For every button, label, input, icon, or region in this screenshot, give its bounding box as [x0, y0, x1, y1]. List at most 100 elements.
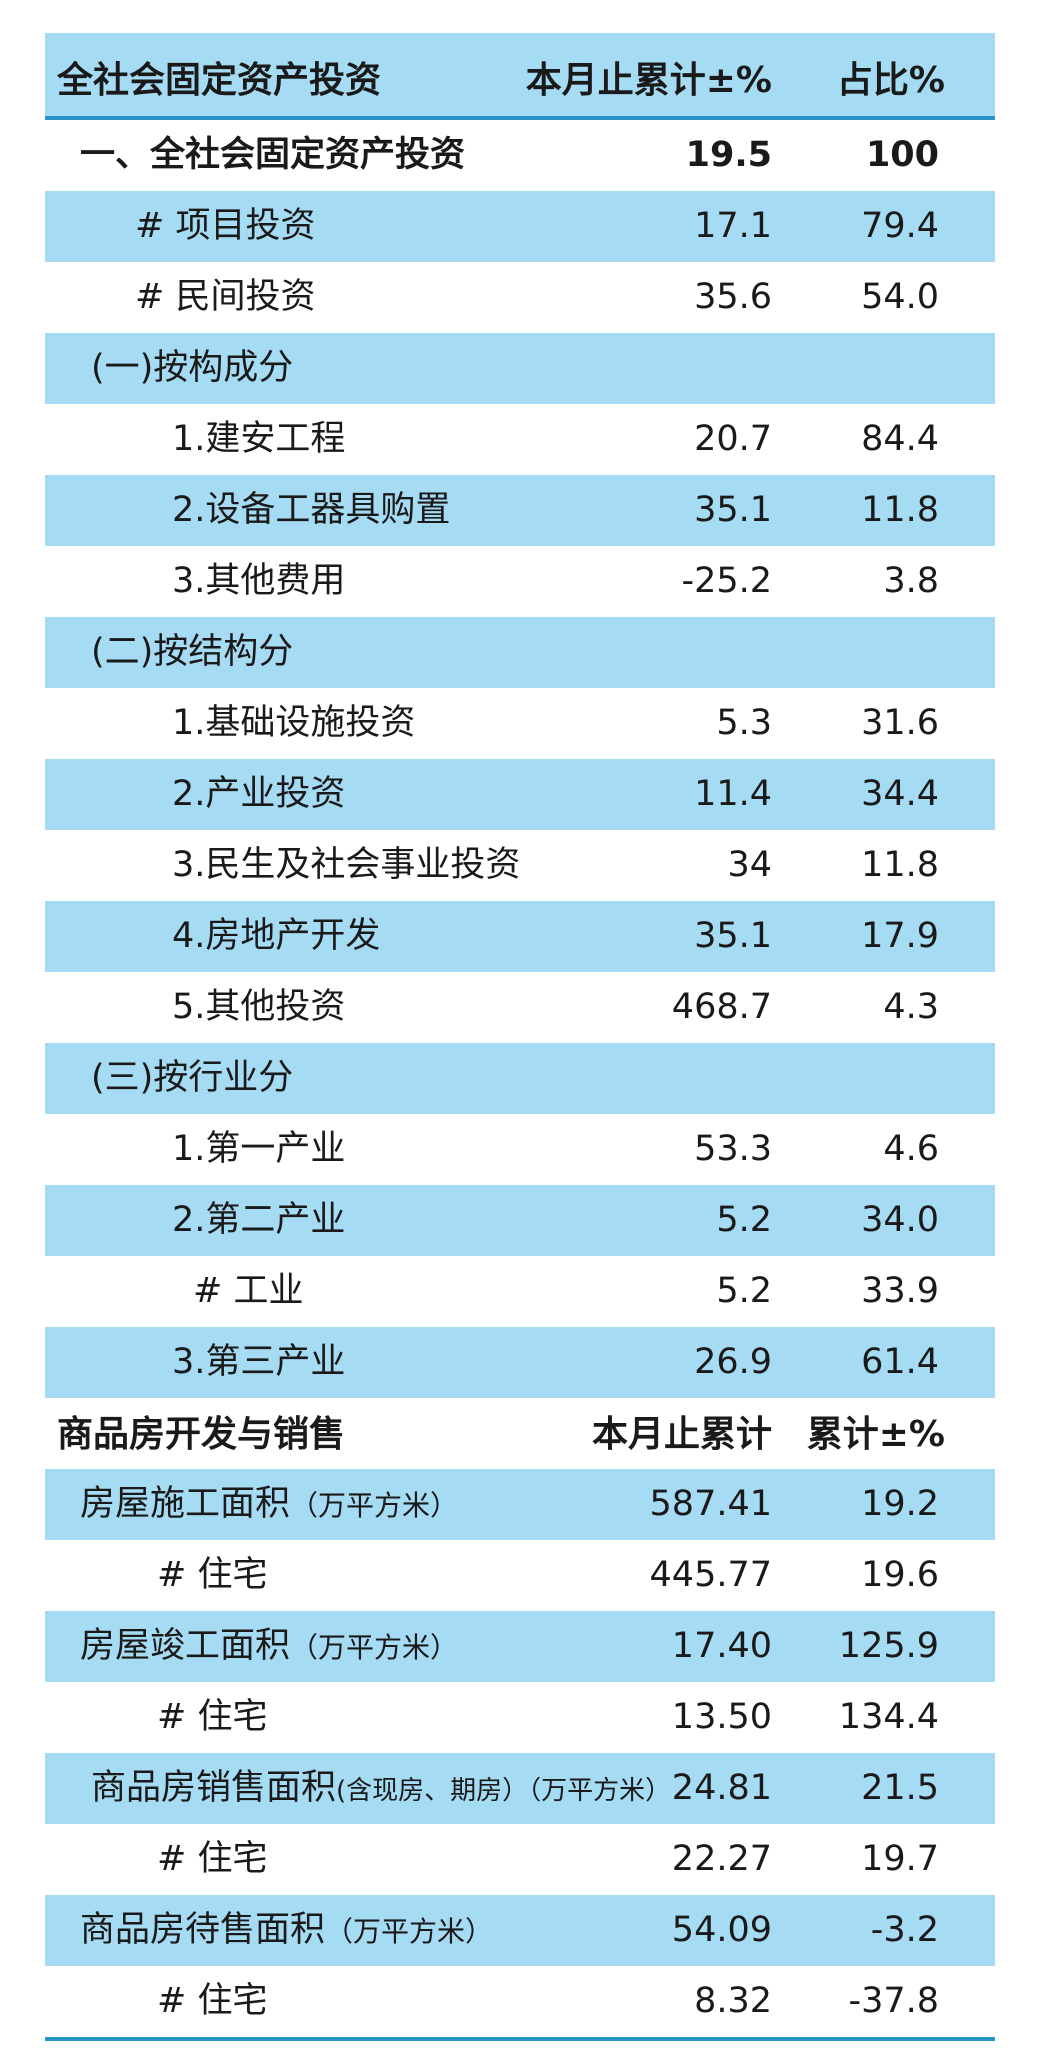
- row-value-share: 33.9: [861, 1271, 939, 1311]
- table-row: (二)按结构分: [45, 617, 995, 688]
- row-label: 商品房销售面积: [91, 1768, 337, 1808]
- table-row: 5.其他投资 468.7 4.3: [45, 972, 995, 1043]
- table-row: 商品房销售面积(含现房、期房）（万平方米） 24.81 21.5: [45, 1753, 995, 1824]
- table-row: # 住宅 445.77 19.6: [45, 1540, 995, 1611]
- row-label: 1.建安工程: [172, 419, 346, 459]
- table-row: 1.基础设施投资 5.3 31.6: [45, 688, 995, 759]
- row-value-growth: 19.7: [861, 1839, 939, 1879]
- table-row: 3.其他费用 -25.2 3.8: [45, 546, 995, 617]
- table-row: 1.第一产业 53.3 4.6: [45, 1114, 995, 1185]
- row-value-growth: 19.5: [685, 135, 772, 175]
- investment-header-col2: 占比%: [836, 60, 945, 101]
- row-value-growth: -37.8: [848, 1981, 939, 2021]
- row-value-share: 54.0: [861, 277, 939, 317]
- row-label: # 项目投资: [135, 206, 316, 246]
- table-row: 1.建安工程 20.7 84.4: [45, 404, 995, 475]
- table-row: (一)按构成分: [45, 333, 995, 404]
- row-value-growth: 35.1: [694, 490, 772, 530]
- row-label: # 住宅: [157, 1839, 268, 1879]
- row-label: 房屋竣工面积: [80, 1626, 291, 1666]
- row-value-share: 100: [865, 135, 939, 175]
- table-row: 4.房地产开发 35.1 17.9: [45, 901, 995, 972]
- row-unit: （万平方米）: [290, 1631, 459, 1664]
- table-row: 商品房待售面积（万平方米） 54.09 -3.2: [45, 1895, 995, 1966]
- row-value-share: 4.3: [883, 987, 939, 1027]
- row-label-group: 商品房待售面积（万平方米）: [80, 1895, 493, 1966]
- row-label: # 工业: [193, 1271, 304, 1311]
- row-value-share: 17.9: [861, 916, 939, 956]
- row-label: (二)按结构分: [91, 632, 294, 672]
- table-row: 3.民生及社会事业投资 34 11.8: [45, 830, 995, 901]
- row-value-cumulative: 54.09: [671, 1910, 772, 1950]
- row-value-cumulative: 22.27: [671, 1839, 772, 1879]
- row-value-share: 34.4: [861, 774, 939, 814]
- realestate-header-title: 商品房开发与销售: [57, 1414, 346, 1455]
- row-value-growth: 53.3: [694, 1129, 772, 1169]
- row-value-cumulative: 587.41: [649, 1484, 772, 1524]
- row-label: 2.第二产业: [172, 1200, 346, 1240]
- row-value-growth: 35.1: [694, 916, 772, 956]
- row-value-growth: 26.9: [694, 1342, 772, 1382]
- row-label: 一、全社会固定资产投资: [80, 135, 466, 175]
- row-unit: （万平方米）: [325, 1915, 494, 1948]
- table-row: 房屋竣工面积（万平方米） 17.40 125.9: [45, 1611, 995, 1682]
- row-label-group: 房屋施工面积（万平方米）: [80, 1469, 458, 1540]
- table-row: # 工业 5.2 33.9: [45, 1256, 995, 1327]
- row-label: # 民间投资: [135, 277, 316, 317]
- row-label: (三)按行业分: [91, 1058, 294, 1098]
- row-value-growth: -25.2: [681, 561, 772, 601]
- row-value-growth: 125.9: [838, 1626, 939, 1666]
- row-label: 1.第一产业: [172, 1129, 346, 1169]
- table-row: # 住宅 22.27 19.7: [45, 1824, 995, 1895]
- table-row: # 住宅 8.32 -37.8: [45, 1966, 995, 2041]
- table-row: 3.第三产业 26.9 61.4: [45, 1327, 995, 1398]
- row-value-growth: 17.1: [694, 206, 772, 246]
- row-label: 3.第三产业: [172, 1342, 346, 1382]
- row-value-share: 84.4: [861, 419, 939, 459]
- table-row: # 住宅 13.50 134.4: [45, 1682, 995, 1753]
- row-label: 商品房待售面积: [80, 1910, 326, 1950]
- investment-header-title: 全社会固定资产投资: [57, 60, 382, 101]
- row-value-growth: 5.2: [716, 1200, 772, 1240]
- row-value-share: 11.8: [861, 490, 939, 530]
- table-row: 房屋施工面积（万平方米） 587.41 19.2: [45, 1469, 995, 1540]
- row-value-growth: 19.2: [861, 1484, 939, 1524]
- row-value-share: 34.0: [861, 1200, 939, 1240]
- row-value-growth: 5.3: [716, 703, 772, 743]
- row-label: 3.民生及社会事业投资: [172, 845, 521, 885]
- row-label: 5.其他投资: [172, 987, 346, 1027]
- investment-header-row: 全社会固定资产投资 本月止累计±% 占比%: [45, 33, 995, 120]
- row-label: 4.房地产开发: [172, 916, 381, 956]
- row-value-share: 4.6: [883, 1129, 939, 1169]
- row-label: 房屋施工面积: [80, 1484, 291, 1524]
- row-label-group: 商品房销售面积(含现房、期房）（万平方米）: [91, 1753, 671, 1824]
- row-value-growth: 35.6: [694, 277, 772, 317]
- row-value-growth: 468.7: [671, 987, 772, 1027]
- row-value-cumulative: 8.32: [694, 1981, 772, 2021]
- realestate-header-row: 商品房开发与销售 本月止累计 累计±%: [45, 1398, 995, 1469]
- table-row: (三)按行业分: [45, 1043, 995, 1114]
- row-value-growth: 19.6: [861, 1555, 939, 1595]
- row-value-growth: 11.4: [694, 774, 772, 814]
- row-value-cumulative: 445.77: [649, 1555, 772, 1595]
- row-value-cumulative: 17.40: [671, 1626, 772, 1666]
- row-value-growth: 20.7: [694, 419, 772, 459]
- row-value-cumulative: 24.81: [671, 1768, 772, 1808]
- row-label: # 住宅: [157, 1697, 268, 1737]
- table-row: 2.第二产业 5.2 34.0: [45, 1185, 995, 1256]
- table-row: 2.设备工器具购置 35.1 11.8: [45, 475, 995, 546]
- row-label: (一)按构成分: [91, 348, 294, 388]
- row-value-share: 3.8: [883, 561, 939, 601]
- row-label: 3.其他费用: [172, 561, 346, 601]
- row-value-share: 31.6: [861, 703, 939, 743]
- row-label-group: 房屋竣工面积（万平方米）: [80, 1611, 458, 1682]
- row-value-growth: 21.5: [861, 1768, 939, 1808]
- table-row: # 民间投资 35.6 54.0: [45, 262, 995, 333]
- row-label: # 住宅: [157, 1555, 268, 1595]
- row-value-share: 11.8: [861, 845, 939, 885]
- realestate-header-col2: 累计±%: [806, 1414, 945, 1455]
- row-label: 2.设备工器具购置: [172, 490, 451, 530]
- row-unit: （万平方米）: [290, 1489, 459, 1522]
- row-value-share: 79.4: [861, 206, 939, 246]
- statistics-table: 全社会固定资产投资 本月止累计±% 占比% 一、全社会固定资产投资 19.5 1…: [45, 33, 995, 2041]
